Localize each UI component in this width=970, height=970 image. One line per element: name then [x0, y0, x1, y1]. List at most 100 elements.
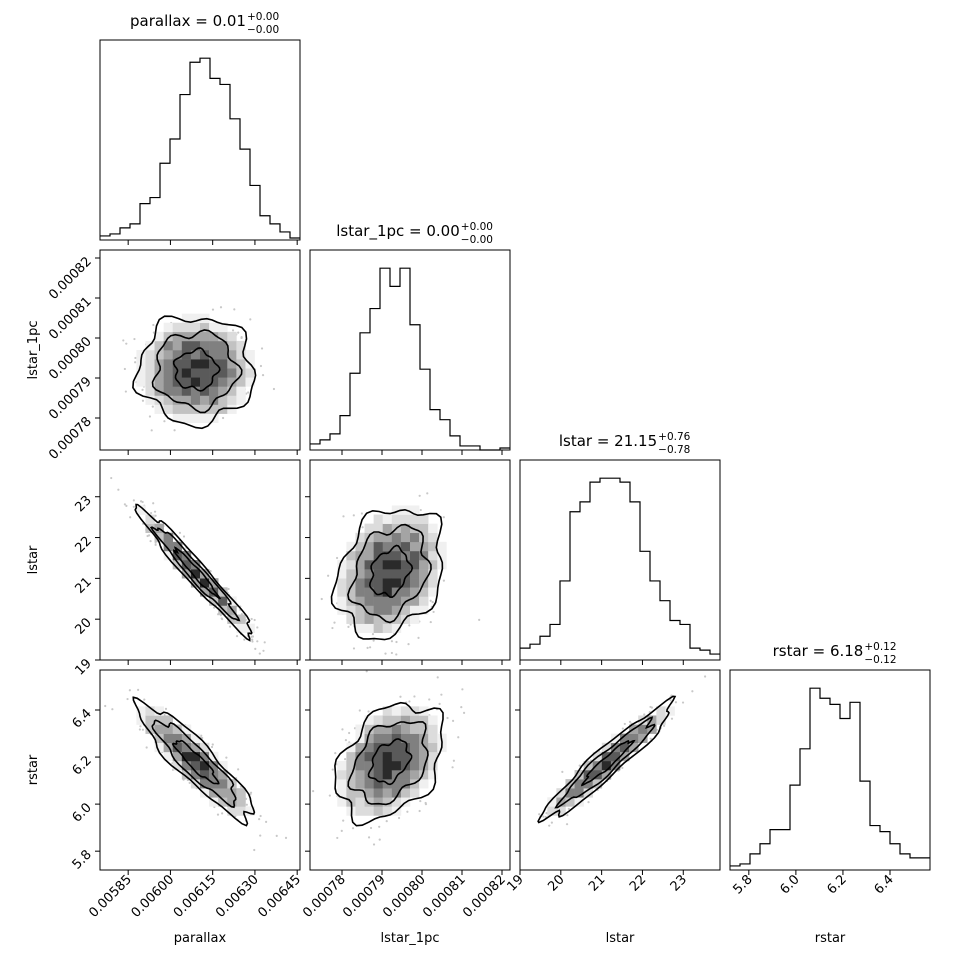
sample-point: [378, 825, 381, 828]
sample-point: [621, 727, 624, 730]
density-cell: [364, 788, 374, 798]
sample-point: [245, 803, 248, 806]
sample-point: [438, 702, 441, 705]
sample-point: [251, 635, 255, 638]
density-cell: [355, 623, 365, 634]
x-tick-label: 6.0: [777, 872, 802, 897]
density-cell: [209, 587, 219, 597]
density-cell: [391, 560, 402, 570]
density-cell: [382, 605, 393, 615]
sample-point: [461, 688, 464, 691]
x-tick-label: 5.8: [730, 872, 755, 897]
density-cell: [172, 350, 183, 360]
y-tick-label: 22: [73, 534, 95, 556]
density-cell: [601, 760, 612, 771]
sample-point: [237, 331, 240, 334]
density-cell: [218, 770, 228, 780]
sample-point: [368, 673, 370, 675]
density-cell: [419, 770, 429, 780]
density-cell: [190, 413, 201, 424]
sample-point: [542, 815, 545, 818]
density-cell: [391, 514, 402, 524]
density-cell: [400, 605, 411, 615]
sample-point: [154, 543, 157, 546]
sample-point: [432, 610, 435, 614]
density-cell: [172, 395, 183, 405]
panel-hist-parallax: parallax = 0.01 +0.00−0.00: [99, 11, 301, 245]
contour-level-3: [330, 508, 444, 641]
density-cell: [382, 742, 393, 753]
density-cell: [382, 532, 393, 543]
panel-hist-rstar: rstar = 6.18 +0.12−0.12 5.8 6.0 6.2 6.4 rstar: [729, 641, 931, 946]
y-axis-label: lstar_1pc: [26, 321, 41, 380]
density-cell: [181, 413, 192, 424]
density-cell: [428, 724, 438, 734]
density-cell: [410, 742, 420, 753]
density-cell: [382, 569, 393, 579]
density-cell: [391, 578, 402, 588]
density-cell: [419, 742, 429, 753]
sample-point: [351, 827, 355, 830]
density-cell: [190, 770, 201, 780]
density-cell: [355, 578, 365, 588]
title-err-minus: −0.78: [658, 444, 690, 456]
density-cell: [163, 751, 174, 762]
sample-point: [565, 823, 569, 826]
sample-point: [249, 318, 252, 321]
y-tick-label: 19: [73, 656, 95, 678]
density-cell: [382, 541, 393, 552]
density-cell: [337, 797, 347, 807]
y-tick-label: 5.8: [70, 847, 95, 872]
density-cell: [364, 596, 374, 606]
density-cell: [136, 377, 146, 387]
density-cell: [373, 523, 384, 534]
density-cell: [154, 350, 164, 360]
sample-point: [132, 505, 135, 508]
density-cell: [391, 569, 402, 579]
density-cell: [145, 706, 155, 716]
density-cell: [346, 760, 356, 771]
sample-point: [253, 618, 256, 622]
density-cell: [172, 322, 183, 333]
sample-point: [152, 323, 155, 327]
density-cell: [410, 724, 420, 734]
sample-point: [440, 693, 443, 696]
sample-point: [188, 781, 191, 784]
density-cell: [574, 770, 584, 780]
density-cell: [337, 578, 347, 588]
sample-point: [429, 620, 432, 624]
density-cell: [154, 706, 164, 716]
sample-point: [407, 643, 410, 646]
sample-point: [406, 810, 409, 813]
density-cell: [346, 578, 356, 588]
sample-point: [151, 478, 153, 480]
density-cell: [218, 386, 228, 396]
sample-point: [201, 736, 204, 740]
density-cell: [437, 541, 447, 552]
density-cell: [410, 596, 420, 606]
title-err-minus: −0.12: [864, 654, 896, 666]
sample-point: [349, 623, 352, 626]
density-cell: [172, 359, 183, 369]
density-cell: [181, 386, 192, 396]
sample-point: [216, 813, 220, 816]
density-cell: [181, 404, 192, 414]
sample-point: [384, 652, 387, 655]
density-cell: [410, 605, 420, 615]
sample-point: [253, 848, 256, 852]
density-cell: [236, 614, 246, 624]
histogram-rstar: [730, 687, 930, 867]
sample-point: [399, 695, 402, 698]
density-cell: [410, 788, 420, 798]
sample-point: [104, 704, 107, 708]
density-cell: [373, 550, 384, 561]
sample-point: [428, 698, 431, 701]
sample-point: [336, 836, 339, 840]
panel-frame: [729, 669, 931, 871]
x-tick-label: 21: [586, 872, 608, 894]
density-cell: [154, 733, 164, 744]
density-cell: [181, 359, 192, 369]
density-cell: [400, 715, 411, 725]
sample-point: [256, 640, 259, 643]
